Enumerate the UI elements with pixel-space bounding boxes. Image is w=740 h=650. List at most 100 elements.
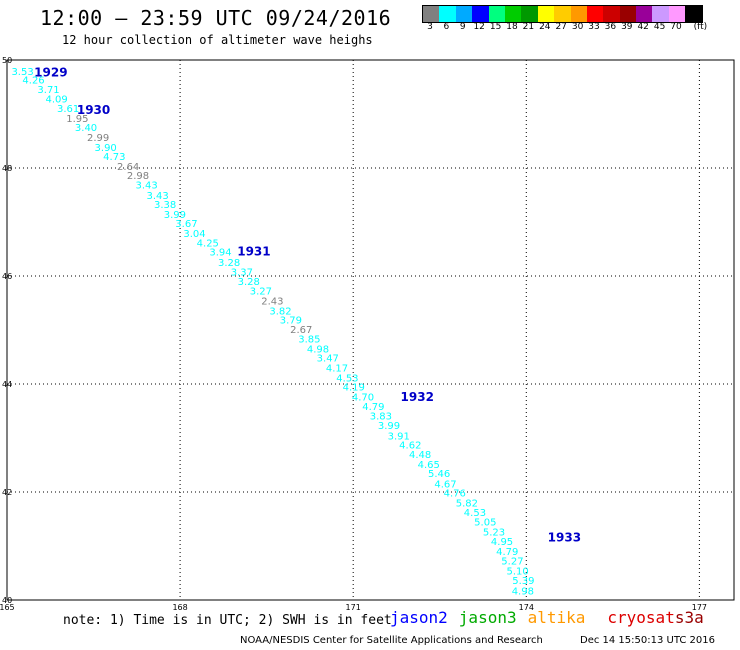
swh-value: 5.05: [474, 518, 496, 529]
swh-value: 4.76: [444, 489, 466, 500]
cycle-number: 1931: [237, 245, 270, 259]
swh-value: 2.98: [127, 171, 149, 182]
swh-value: 4.53: [336, 374, 358, 385]
swh-value: 3.94: [209, 248, 231, 259]
color-swatch: [455, 6, 473, 22]
color-swatch: [439, 6, 456, 22]
swh-value: 4.48: [409, 450, 431, 461]
units-note: note: 1) Time is in UTC; 2) SWH is in fe…: [63, 613, 392, 628]
color-swatch: [472, 6, 489, 22]
swh-value: 3.37: [231, 268, 253, 279]
swh-value: 4.98: [307, 344, 329, 355]
swh-value: 5.23: [483, 527, 505, 538]
color-scale-label: 21: [522, 22, 535, 32]
swh-value: 3.79: [280, 316, 302, 327]
color-swatch: [570, 6, 587, 22]
cycle-number: 1930: [77, 103, 110, 117]
swh-value: 3.40: [75, 123, 97, 134]
x-tick-label: 171: [346, 603, 361, 612]
color-scale-label: 33: [588, 22, 600, 32]
swh-value: 3.28: [238, 277, 260, 288]
swh-value: 4.25: [197, 239, 219, 250]
satellite-jason2: jason2: [390, 608, 448, 627]
swh-value: 4.79: [496, 547, 518, 558]
x-tick-label: 174: [519, 603, 534, 612]
swh-value: 4.09: [45, 94, 67, 105]
map-grid: [6, 59, 735, 601]
color-swatch: [423, 6, 440, 22]
color-swatch: [586, 6, 604, 22]
swh-value: 3.27: [250, 287, 272, 298]
color-swatch: [554, 6, 571, 22]
swh-observations: 3.534.263.714.093.611.953.402.993.904.73…: [11, 67, 534, 597]
swh-value: 4.70: [352, 392, 374, 403]
color-swatch: [685, 6, 702, 22]
color-swatch: [603, 6, 620, 22]
map-tick-labels: 165 168 171 174 177 50 48 46 44 42 40: [0, 56, 707, 612]
generated-timestamp: Dec 14 15:50:13 UTC 2016: [580, 635, 715, 646]
color-swatch: [652, 6, 669, 22]
color-scale-labels: 3 6 9 12 15 18 21 24 27 30 33 36 39 42 45 70 (ft): [420, 22, 740, 34]
x-tick-label: 168: [172, 603, 187, 612]
color-scale-label: 27: [555, 22, 567, 32]
swh-value: 4.98: [512, 586, 534, 597]
swh-value: 3.43: [135, 181, 157, 192]
swh-value: 4.73: [103, 152, 125, 163]
swh-value: 2.43: [261, 296, 283, 307]
swh-value: 3.85: [298, 335, 320, 346]
swh-value: 2.64: [117, 162, 139, 173]
color-scale-label: (ft): [693, 22, 708, 32]
swh-value: 3.04: [183, 229, 205, 240]
color-scale-label: 24: [539, 22, 551, 32]
color-scale-label: 36: [604, 22, 617, 32]
cycle-number: 1933: [548, 530, 581, 544]
color-swatch: [537, 6, 555, 22]
color-swatch: [504, 6, 522, 22]
swh-value: 4.19: [343, 383, 365, 394]
color-scale-label: 70: [670, 22, 682, 32]
x-tick-label: 177: [692, 603, 707, 612]
color-scale-label: 3: [427, 22, 433, 32]
swh-value: 3.67: [175, 219, 197, 230]
credit-text: NOAA/NESDIS Center for Satellite Applica…: [240, 635, 543, 646]
y-tick-label: 44: [2, 380, 12, 389]
swh-value: 3.99: [378, 421, 400, 432]
color-scale-label: 18: [506, 22, 518, 32]
page-title: 12:00 — 23:59 UTC 09/24/2016: [40, 6, 392, 30]
swh-value: 2.67: [290, 325, 312, 336]
color-swatch: [619, 6, 637, 22]
swh-value: 4.17: [326, 363, 348, 374]
y-tick-label: 40: [2, 596, 12, 605]
swh-value: 4.62: [399, 440, 421, 451]
color-scale-label: 39: [621, 22, 633, 32]
y-tick-label: 46: [2, 272, 12, 281]
satellite-cryosat: cryosat: [607, 608, 675, 627]
y-tick-label: 50: [2, 56, 12, 65]
swh-value: 3.71: [37, 85, 59, 96]
swh-value: 3.82: [269, 307, 291, 318]
swh-value: 3.91: [388, 431, 410, 442]
color-swatch: [521, 6, 538, 22]
swh-value: 3.99: [164, 210, 186, 221]
satellite-jason3: jason3: [458, 608, 517, 627]
swh-value: 3.38: [154, 200, 176, 211]
cycle-number: 1929: [34, 65, 67, 79]
color-scale-label: 30: [571, 22, 584, 32]
swh-value: 3.28: [218, 258, 240, 269]
swh-value: 3.83: [370, 411, 392, 422]
swh-value: 4.95: [491, 537, 513, 548]
swh-value: 5.46: [428, 469, 450, 480]
cycle-labels: 1929 1930 1931 1932 1933: [34, 65, 581, 544]
swh-value: 4.53: [464, 508, 486, 519]
swh-value: 3.53: [11, 67, 33, 78]
swh-value: 4.26: [22, 75, 44, 86]
satellite-s3a: s3a: [674, 608, 704, 627]
color-swatch: [636, 6, 653, 22]
color-scale-label: 42: [637, 22, 649, 32]
color-scale-label: 9: [459, 22, 466, 32]
y-tick-label: 42: [2, 488, 12, 497]
color-swatch: [488, 6, 505, 22]
swh-value: 4.65: [418, 460, 440, 471]
cycle-number: 1932: [401, 390, 434, 404]
